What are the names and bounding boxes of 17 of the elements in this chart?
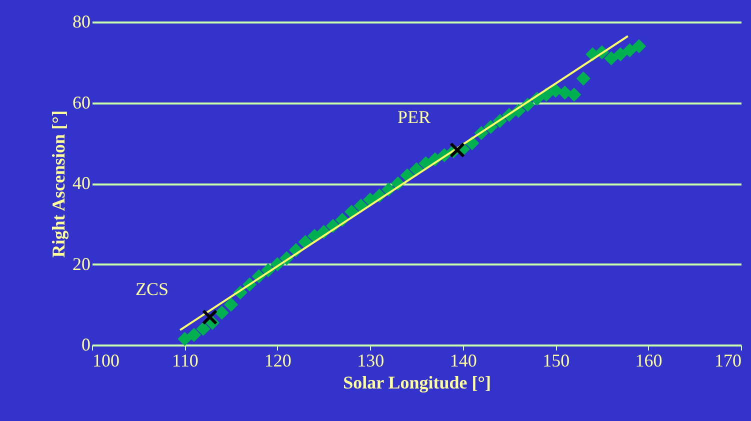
y-tick-label: 0 — [82, 334, 90, 354]
x-tick-label: 120 — [264, 350, 292, 370]
x-axis-title: Solar Longitude [°] — [343, 372, 491, 392]
x-tick-label: 160 — [635, 350, 662, 370]
y-tick-label: 60 — [72, 92, 90, 112]
y-axis-title: Right Ascension [°] — [48, 110, 68, 258]
x-tick-label: 170 — [714, 350, 742, 370]
x-tick-label: 140 — [450, 350, 477, 370]
x-tick-label: 150 — [542, 350, 570, 370]
annotation: ZCS — [135, 279, 169, 299]
y-tick-label: 20 — [72, 254, 90, 274]
x-tick-label: 130 — [357, 350, 384, 370]
annotation: PER — [397, 107, 431, 127]
y-tick-label: 80 — [72, 12, 90, 32]
x-tick-label: 110 — [172, 350, 198, 370]
x-tick-label: 100 — [92, 350, 120, 370]
y-tick-label: 40 — [72, 173, 90, 193]
